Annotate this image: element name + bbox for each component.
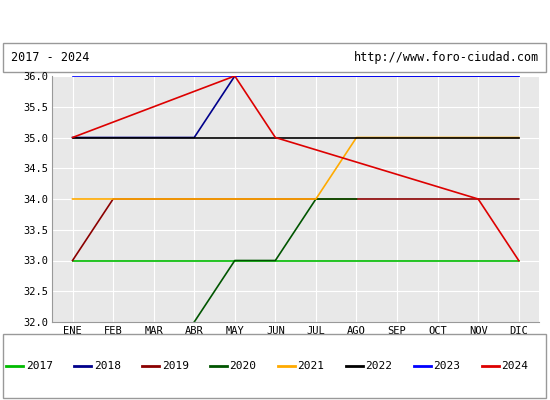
Text: 2017 - 2024: 2017 - 2024 <box>11 51 89 64</box>
Text: 2018: 2018 <box>94 361 121 371</box>
Text: 2022: 2022 <box>365 361 393 371</box>
Bar <box>3 44 546 72</box>
Text: 2023: 2023 <box>433 361 460 371</box>
Text: Evolucion num de emigrantes en Bretó: Evolucion num de emigrantes en Bretó <box>125 13 425 29</box>
Text: 2020: 2020 <box>229 361 257 371</box>
Text: 2021: 2021 <box>298 361 324 371</box>
Text: http://www.foro-ciudad.com: http://www.foro-ciudad.com <box>354 51 539 64</box>
Text: 2017: 2017 <box>26 361 53 371</box>
Text: 2019: 2019 <box>162 361 189 371</box>
Text: 2024: 2024 <box>501 361 529 371</box>
